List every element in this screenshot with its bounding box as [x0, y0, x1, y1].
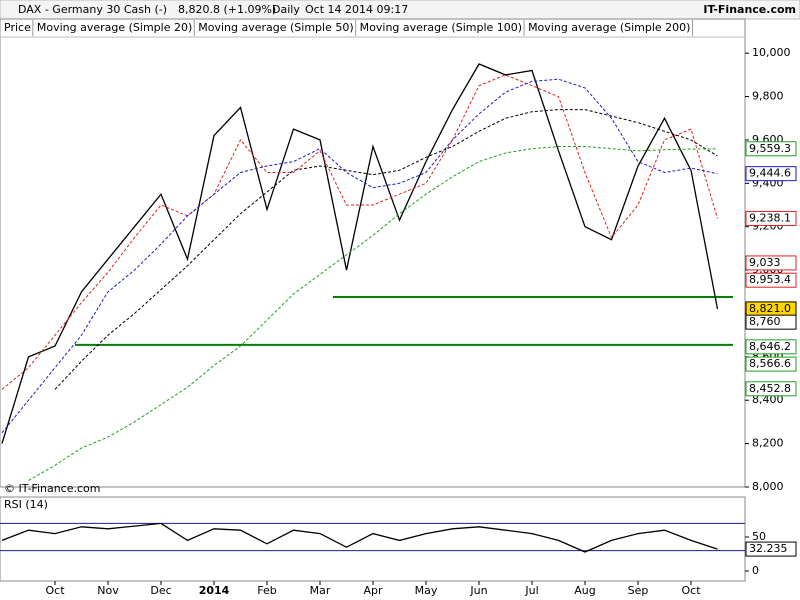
legend-entry: Moving average (Simple 100)	[360, 21, 522, 34]
series-line	[1, 63, 719, 444]
series-line	[54, 109, 718, 390]
x-tick-label: Aug	[574, 584, 595, 597]
series-line	[1, 78, 718, 434]
rsi-box-label: 32.235	[749, 542, 788, 555]
x-tick-label: Mar	[310, 584, 331, 597]
price-box-label: 8,953.4	[749, 273, 791, 286]
price-box	[745, 272, 797, 288]
price-panel	[0, 18, 746, 488]
legend-entry: Moving average (Simple 200)	[528, 21, 690, 34]
y-tick-label: 8,400	[752, 393, 784, 406]
price-box	[745, 314, 797, 330]
x-tick-label: Oct	[45, 584, 65, 597]
brand: IT-Finance.com	[703, 3, 796, 16]
price-box-label: 9,238.1	[749, 211, 791, 224]
rsi-title: RSI (14)	[4, 498, 48, 511]
legend-entry: Price	[4, 21, 31, 34]
x-tick-label: Dec	[150, 584, 171, 597]
price-box-label: 8,566.6	[749, 357, 791, 370]
y-tick-label: 9,800	[752, 90, 784, 103]
price-box	[745, 141, 797, 157]
header: DAX - Germany 30 Cash (-) 8,820.8 (+1.09…	[0, 0, 800, 20]
x-tick-label: Oct	[681, 584, 701, 597]
x-tick-label: Feb	[257, 584, 276, 597]
x-tick-label: May	[415, 584, 438, 597]
legend-entry: Moving average (Simple 50)	[198, 21, 353, 34]
x-tick-label: Jun	[469, 584, 487, 597]
y-tick-label: 10,000	[752, 46, 791, 59]
price-box-label: 9,559.3	[749, 142, 791, 155]
series-line	[1, 522, 718, 553]
price-box	[745, 166, 797, 182]
quote: 8,820.8 (+1.09%)	[178, 3, 276, 16]
y-tick-label: 8,200	[752, 437, 784, 450]
price-box-label: 8,760	[749, 315, 781, 328]
rsi-tick-label: 50	[752, 530, 766, 543]
x-tick-label: Nov	[97, 584, 119, 597]
x-tick-label: Sep	[628, 584, 649, 597]
price-box-label: 8,452.8	[749, 382, 791, 395]
x-tick-label: Jul	[524, 584, 538, 597]
price-box-label: 8,821.0	[749, 302, 791, 315]
price-box	[745, 339, 797, 355]
rsi-box	[745, 541, 797, 557]
watermark: © IT-Finance.com	[4, 482, 101, 495]
series-line	[1, 74, 718, 390]
date: Oct 14 2014 09:17	[305, 3, 408, 16]
price-box-label: 9,444.6	[749, 167, 791, 180]
legend-entry: Moving average (Simple 20)	[37, 21, 192, 34]
series-line	[28, 146, 718, 481]
price-box	[745, 356, 797, 372]
x-tick-label: 2014	[199, 584, 230, 597]
price-box-label: 9,033	[749, 256, 781, 269]
price-box-label: 8,646.2	[749, 340, 791, 353]
period: Daily	[272, 3, 300, 16]
price-box	[745, 210, 797, 226]
price-box	[745, 381, 797, 397]
price-box	[745, 255, 797, 271]
symbol: DAX - Germany 30 Cash (-)	[18, 3, 167, 16]
y-tick-label: 8,000	[752, 480, 784, 493]
x-tick-label: Apr	[363, 584, 383, 597]
rsi-tick-label: 0	[752, 564, 759, 577]
